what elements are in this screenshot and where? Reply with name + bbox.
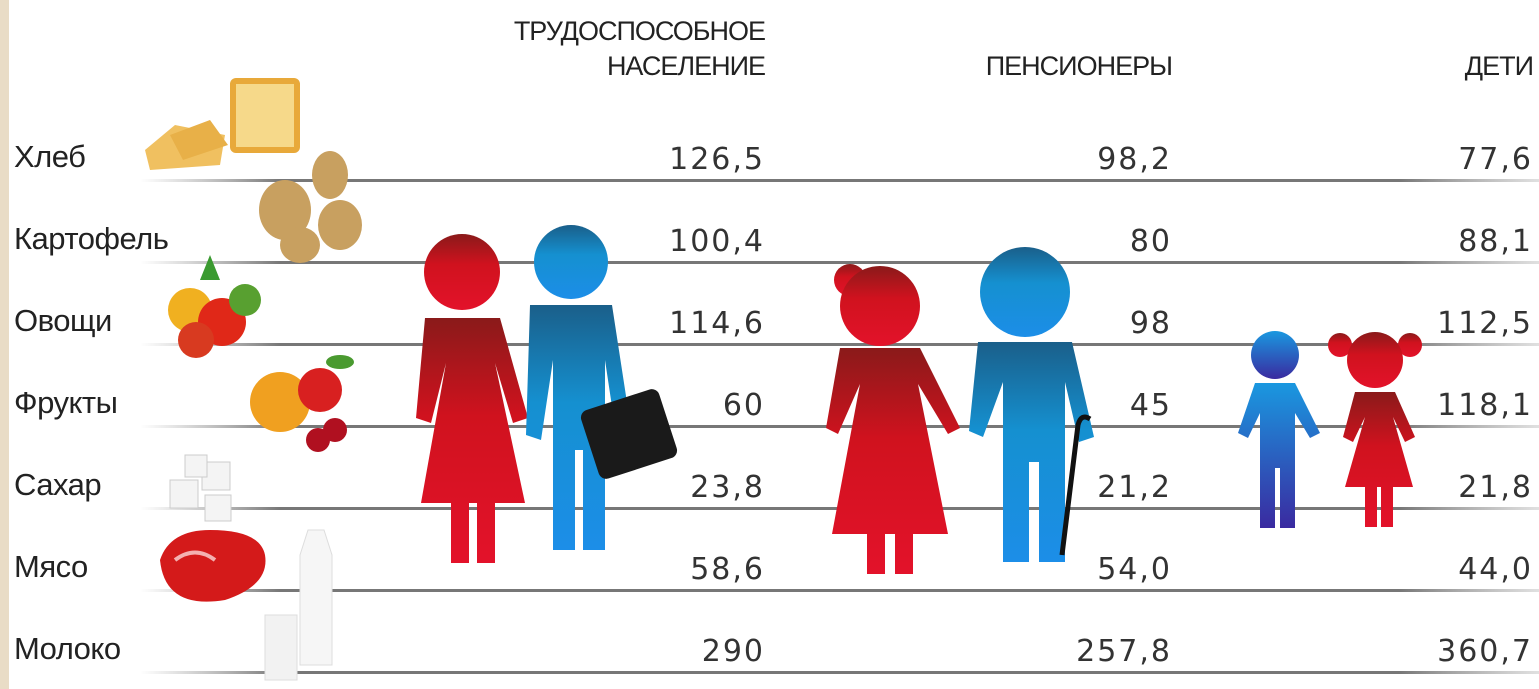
value-cell: 80 [1130, 224, 1172, 259]
value-cell: 54,0 [1097, 552, 1172, 587]
side-strip [0, 0, 9, 689]
column-header: ТРУДОСПОСОБНОЕ [514, 16, 765, 46]
column-header: ПЕНСИОНЕРЫ [986, 51, 1172, 81]
fruits-icon-part [306, 428, 330, 452]
food-label: Сахар [14, 467, 101, 502]
bread-icon-part [236, 84, 294, 147]
infographic: ТРУДОСПОСОБНОЕ НАСЕЛЕНИЕ ПЕНСИОНЕРЫ ДЕТИ Хле… [0, 0, 1539, 689]
fruits-icon-part [326, 355, 354, 369]
food-label: Мясо [14, 549, 88, 584]
column-header: ДЕТИ [1465, 51, 1533, 81]
vegetables-icon-part [200, 255, 220, 280]
value-cell: 60 [723, 388, 765, 423]
working-woman [416, 234, 528, 563]
page: ТРУДОСПОСОБНОЕ НАСЕЛЕНИЕ ПЕНСИОНЕРЫ ДЕТИ Хле… [0, 0, 1539, 689]
value-cell: 98 [1130, 306, 1172, 341]
pensioner-man-part [980, 247, 1070, 337]
food-label: Фрукты [14, 385, 117, 420]
girl-part [1347, 332, 1403, 388]
value-cell: 118,1 [1437, 388, 1533, 423]
girl [1328, 332, 1422, 527]
bread-icon [145, 78, 300, 170]
value-cell: 45 [1130, 388, 1172, 423]
value-cell: 114,6 [669, 306, 765, 341]
working-man [526, 225, 632, 550]
pensioner-woman [826, 264, 960, 574]
food-label: Картофель [14, 221, 168, 256]
row-divider [140, 589, 1539, 592]
fruits-icon-part [298, 368, 342, 412]
value-cell: 112,5 [1437, 306, 1533, 341]
working-man-part [534, 225, 608, 299]
potato-icon-part [280, 227, 320, 263]
sugar-icon [170, 455, 231, 521]
potato-icon [259, 151, 362, 263]
milk-icon [265, 530, 332, 680]
value-cell: 21,2 [1097, 470, 1172, 505]
working-woman-part [416, 318, 528, 563]
pensioner-man [969, 247, 1094, 562]
row-divider [140, 261, 1539, 264]
pensioner-woman-part [826, 348, 960, 574]
milk-icon-part [300, 530, 332, 665]
food-label: Хлеб [14, 139, 85, 174]
value-cell: 257,8 [1076, 634, 1172, 669]
column-header: НАСЕЛЕНИЕ [607, 51, 765, 81]
value-cell: 360,7 [1437, 634, 1533, 669]
potato-icon-part [318, 200, 362, 250]
potato-icon-part [312, 151, 348, 199]
row-divider [140, 179, 1539, 182]
value-cell: 77,6 [1458, 142, 1533, 177]
value-cell: 126,5 [669, 142, 765, 177]
boy [1238, 331, 1320, 528]
food-label: Молоко [14, 631, 121, 666]
value-cell: 58,6 [690, 552, 765, 587]
vegetables-icon [168, 255, 261, 358]
sugar-icon-part [205, 495, 231, 521]
girl-part [1343, 392, 1415, 527]
vegetables-icon-part [229, 284, 261, 316]
row-divider [140, 671, 1539, 674]
value-cell: 100,4 [669, 224, 765, 259]
boy-part [1238, 383, 1320, 528]
fruits-icon [250, 355, 354, 452]
value-cell: 98,2 [1097, 142, 1172, 177]
value-cell: 23,8 [690, 470, 765, 505]
sugar-icon-part [170, 480, 198, 508]
pensioner-woman-part [840, 266, 920, 346]
food-label: Овощи [14, 303, 112, 338]
sugar-icon-part [185, 455, 207, 477]
value-cell: 290 [702, 634, 765, 669]
working-woman-part [424, 234, 500, 310]
value-cell: 21,8 [1458, 470, 1533, 505]
people-figures [416, 225, 1422, 574]
boy-part [1251, 331, 1299, 379]
value-cell: 88,1 [1458, 224, 1533, 259]
milk-icon-part [265, 615, 297, 680]
value-cell: 44,0 [1458, 552, 1533, 587]
vegetables-icon-part [178, 322, 214, 358]
